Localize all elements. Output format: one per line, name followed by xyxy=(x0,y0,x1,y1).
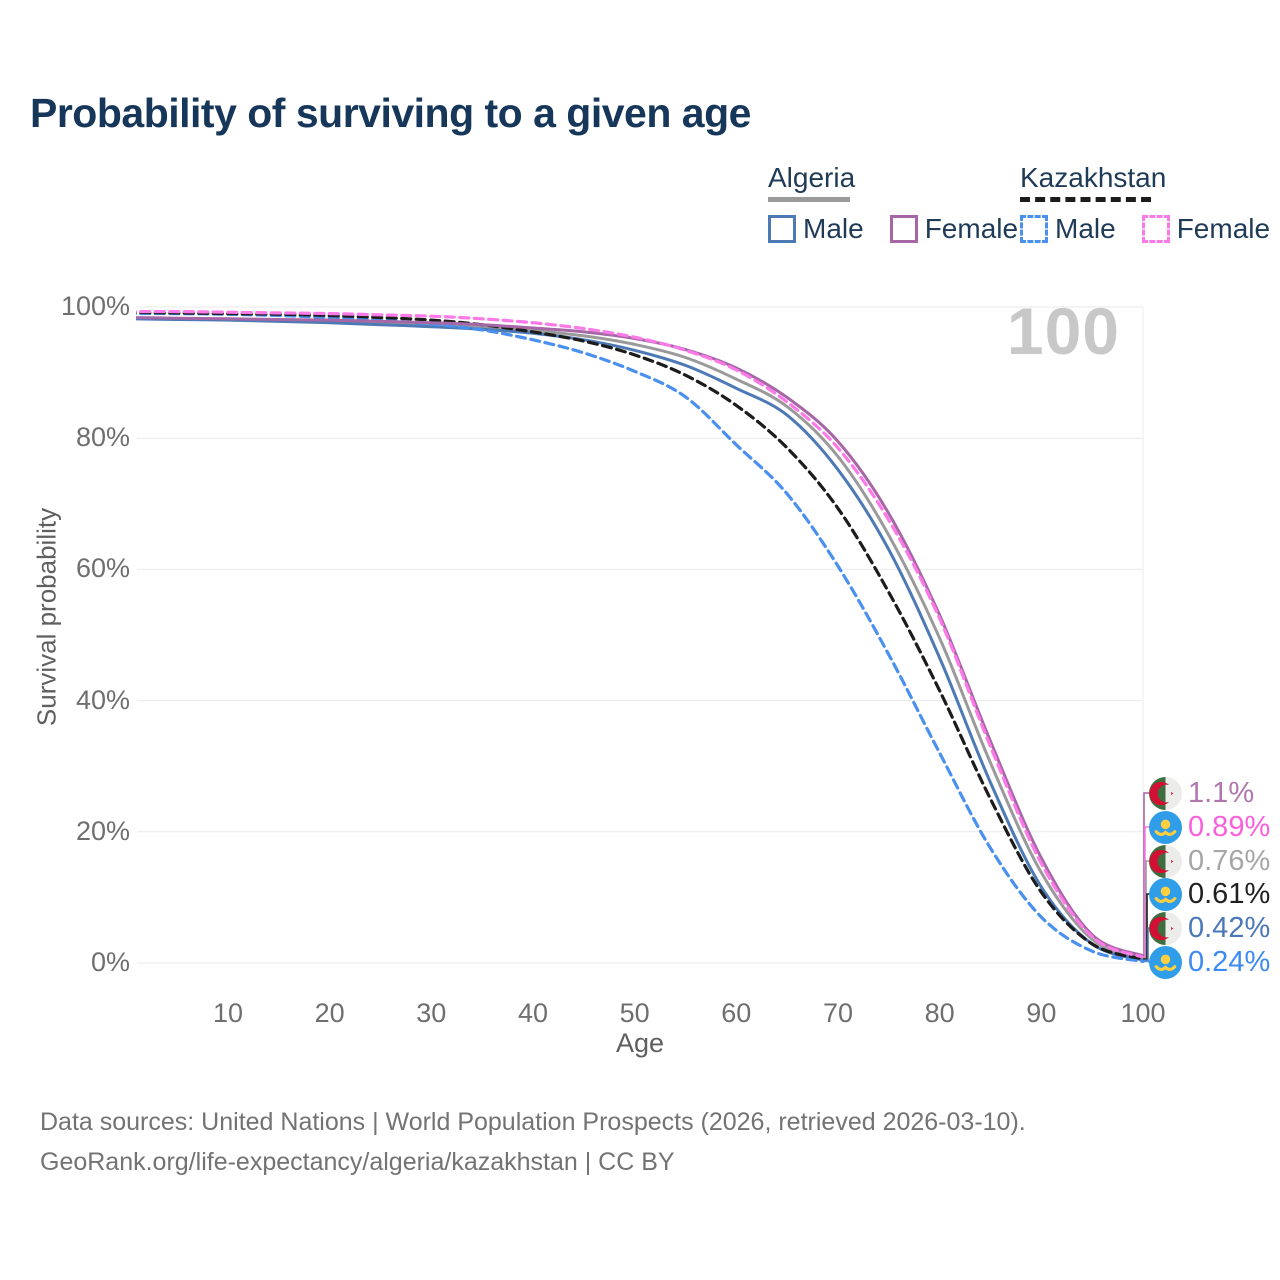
end-label-value: 0.24% xyxy=(1188,945,1271,978)
curve-algeria-male xyxy=(136,317,1145,962)
x-tick-60: 60 xyxy=(721,998,752,1028)
x-tick-40: 40 xyxy=(517,998,548,1028)
end-label-kazakhstan-female: 0.89% xyxy=(1149,810,1270,844)
legend-group-algeria: Algeria Male Female xyxy=(768,162,1044,245)
algeria-male-label: Male xyxy=(803,213,864,244)
y-tick-100: 100% xyxy=(60,291,130,321)
kazakhstan-male-swatch xyxy=(1020,215,1048,243)
watermark-age-counter: 100 xyxy=(1006,294,1120,368)
end-label-algeria-both: 0.76% xyxy=(1149,844,1270,878)
curve-kazakhstan-female xyxy=(136,309,1145,959)
algeria-line-swatch xyxy=(768,197,850,202)
page-title: Probability of surviving to a given age xyxy=(30,90,751,136)
algeria-female-swatch xyxy=(889,215,918,243)
legend-item-algeria-female[interactable]: Female xyxy=(889,213,1019,245)
end-label-kazakhstan-male: 0.24% xyxy=(1149,945,1270,979)
y-tick-20: 20% xyxy=(75,815,130,846)
legend-item-kazakhstan-male[interactable]: Male xyxy=(1020,213,1116,245)
end-label-algeria-female: 1.1% xyxy=(1149,776,1254,810)
x-tick-80: 80 xyxy=(924,998,955,1028)
x-axis-title-text: Age xyxy=(615,1028,665,1058)
x-tick-10: 10 xyxy=(212,998,243,1028)
y-tick-40: 40% xyxy=(75,684,130,715)
x-tick-20: 20 xyxy=(314,998,345,1028)
connector-algeria-female xyxy=(1143,792,1150,957)
legend-country-algeria[interactable]: Algeria xyxy=(768,162,856,193)
y-tick-60: 60% xyxy=(75,553,130,584)
kazakhstan-flag-icon xyxy=(1149,945,1182,979)
x-tick-50: 50 xyxy=(619,998,650,1028)
kazakhstan-female-label: Female xyxy=(1176,213,1271,244)
connector-algeria-both xyxy=(1143,860,1150,959)
legend-item-kazakhstan-female[interactable]: Female xyxy=(1141,213,1271,245)
legend-group-kazakhstan: Kazakhstan Male Female xyxy=(1020,162,1280,245)
legend-country-kazakhstan[interactable]: Kazakhstan xyxy=(1020,162,1167,193)
algeria-flag-icon xyxy=(1149,844,1182,878)
x-tick-70: 70 xyxy=(822,998,853,1028)
kazakhstan-female-swatch xyxy=(1141,215,1170,243)
curve-algeria-both xyxy=(136,316,1145,960)
connector-kazakhstan-both xyxy=(1143,893,1150,960)
end-label-kazakhstan-both: 0.61% xyxy=(1149,877,1270,911)
end-label-value: 1.1% xyxy=(1188,776,1255,809)
algeria-male-swatch xyxy=(768,215,796,243)
algeria-flag-icon xyxy=(1149,911,1182,945)
curve-algeria-female xyxy=(136,316,1145,958)
y-tick-0: 0% xyxy=(90,947,130,977)
kazakhstan-flag-icon xyxy=(1149,877,1182,911)
legend-item-algeria-male[interactable]: Male xyxy=(768,213,864,245)
x-tick-90: 90 xyxy=(1026,998,1057,1028)
x-tick-30: 30 xyxy=(416,998,447,1028)
algeria-female-label: Female xyxy=(924,213,1019,244)
curve-kazakhstan-both xyxy=(136,310,1145,961)
algeria-flag-icon xyxy=(1149,776,1182,810)
kazakhstan-male-label: Male xyxy=(1055,213,1116,244)
end-label-value: 0.76% xyxy=(1188,844,1271,877)
footer-url-license: GeoRank.org/life-expectancy/algeria/kaza… xyxy=(40,1148,675,1176)
end-label-value: 0.61% xyxy=(1188,877,1271,910)
y-tick-80: 80% xyxy=(75,422,130,453)
curve-kazakhstan-male xyxy=(136,311,1145,963)
x-axis-title: Age xyxy=(0,1028,1280,1059)
gridlines xyxy=(137,306,1144,964)
kazakhstan-line-swatch xyxy=(1020,197,1151,202)
end-label-algeria-male: 0.42% xyxy=(1149,911,1270,945)
kazakhstan-flag-icon xyxy=(1149,810,1182,844)
footer-data-sources: Data sources: United Nations | World Pop… xyxy=(40,1108,1026,1136)
end-label-value: 0.89% xyxy=(1188,810,1271,843)
x-tick-100: 100 xyxy=(1120,998,1166,1028)
end-label-value: 0.42% xyxy=(1188,911,1271,944)
